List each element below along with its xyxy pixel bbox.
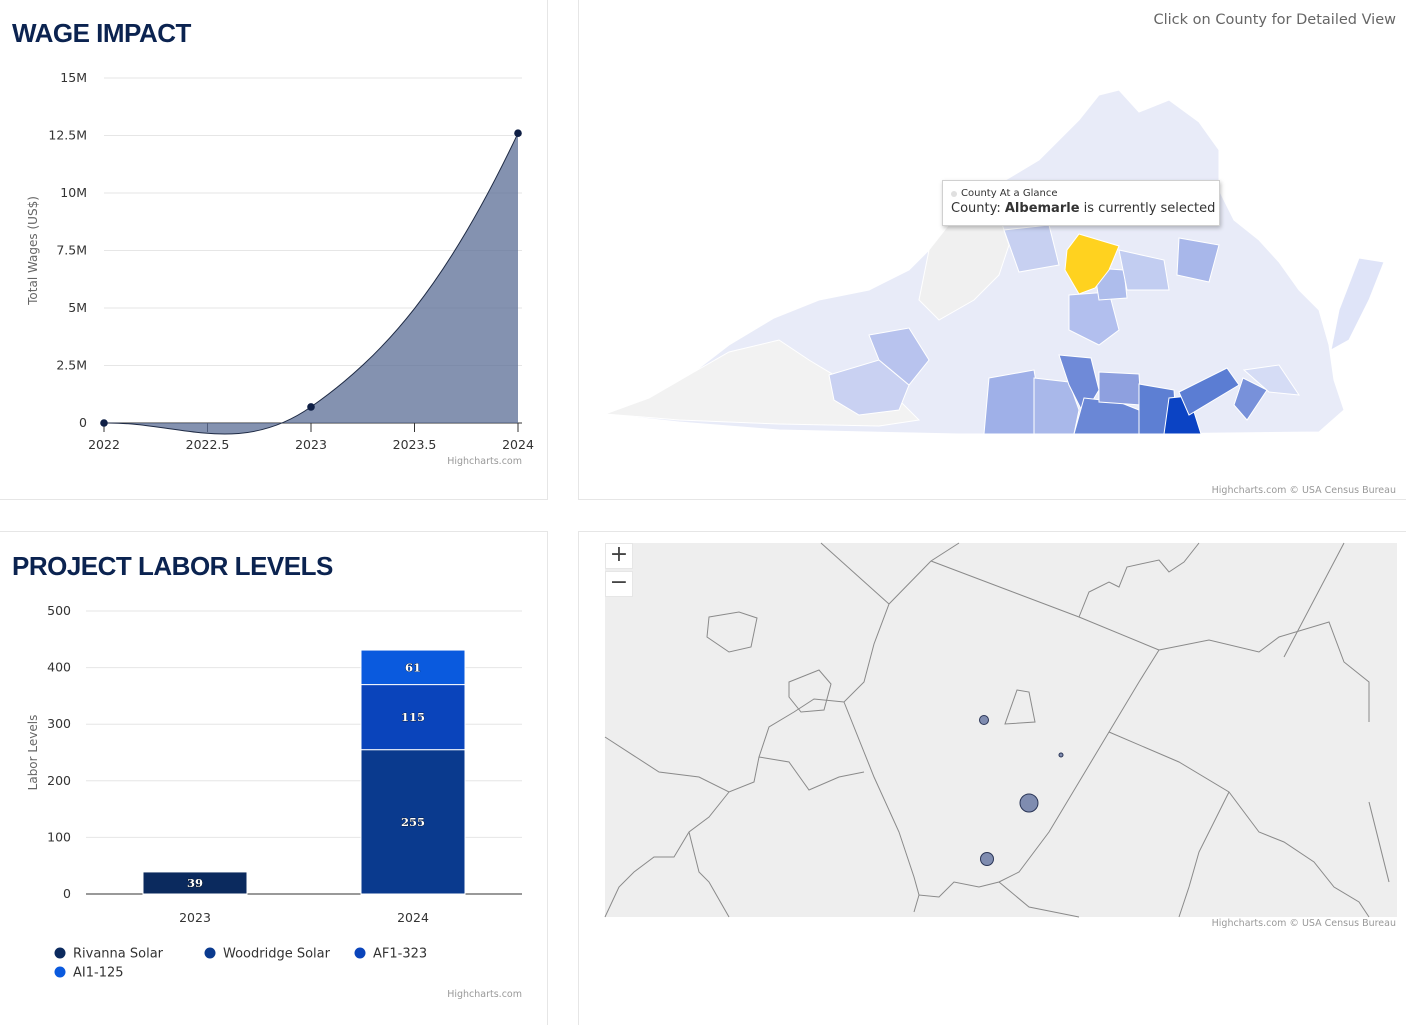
labor-y-tick-label: 100 xyxy=(47,829,71,844)
wage-x-tick-label: 2022.5 xyxy=(186,437,230,452)
tooltip-header: County At a Glance xyxy=(961,188,1058,199)
wage-point-2024[interactable] xyxy=(514,129,522,137)
labor-bar-2024-3[interactable] xyxy=(360,649,466,686)
county-albemarle-selected[interactable] xyxy=(1064,233,1120,295)
project-point-3[interactable] xyxy=(1019,793,1039,813)
county-detail-map-panel: + − Highcharts.com © USA Census Bureau xyxy=(578,531,1406,1025)
wage-y-tick-label: 15M xyxy=(60,70,87,85)
map-hint-text: Click on County for Detailed View xyxy=(1153,12,1397,28)
labor-bar-data-label: 115 xyxy=(401,710,425,724)
labor-legend[interactable]: Rivanna Solar Woodridge Solar AF1-323 AI1-1… xyxy=(54,947,428,981)
county-region-mid-14[interactable] xyxy=(1176,237,1220,283)
labor-x-tick-label: 2024 xyxy=(397,910,429,925)
wage-line-series xyxy=(103,132,519,435)
legend-marker xyxy=(54,966,66,978)
zoom-out-button[interactable]: − xyxy=(605,571,633,597)
labor-bar-2024-1[interactable] xyxy=(360,749,466,895)
county-tooltip: County At a Glance County: Albemarle is … xyxy=(942,180,1220,226)
tooltip-body: County: Albemarle is currently selected xyxy=(951,201,1216,216)
legend-label: AF1-323 xyxy=(373,947,427,962)
county-region-mid-10[interactable] xyxy=(1233,377,1268,421)
wage-data-points[interactable] xyxy=(100,129,522,427)
wage-y-tick-label: 0 xyxy=(79,415,87,430)
labor-levels-title: PROJECT LABOR LEVELS xyxy=(12,551,333,581)
wage-x-tick-label: 2024 xyxy=(502,437,534,452)
county-region-mid-2[interactable] xyxy=(868,327,930,386)
legend-label: Woodridge Solar xyxy=(223,947,331,962)
wage-area-series[interactable] xyxy=(104,133,518,435)
labor-y-axis-title: Labor Levels xyxy=(26,715,40,791)
wage-x-tick-label: 2023 xyxy=(295,437,327,452)
wage-x-tick-label: 2022 xyxy=(88,437,120,452)
wage-impact-panel: WAGE IMPACT 0 2.5M 5M 7.5M 10M 12.5M 15M 2022 2… xyxy=(0,0,548,500)
labor-bar-data-label: 61 xyxy=(405,660,421,674)
legend-marker xyxy=(54,947,66,959)
wage-y-tick-label: 2.5M xyxy=(56,358,87,373)
county-region-mid-4[interactable] xyxy=(1033,377,1080,435)
labor-y-tick-label: 200 xyxy=(47,773,71,788)
wage-point-2022[interactable] xyxy=(100,419,108,427)
county-detail-map[interactable] xyxy=(579,532,1406,1026)
legend-item-3[interactable]: AI1-125 xyxy=(54,966,124,981)
labor-y-tick-label: 400 xyxy=(47,660,71,675)
wage-x-axis: 2022 2022.5 2023 2023.5 2024 xyxy=(88,423,534,452)
county-boundaries xyxy=(604,542,1390,918)
legend-marker xyxy=(354,947,366,959)
tooltip-county-name: Albemarle xyxy=(1004,201,1080,216)
labor-bar-series[interactable]: 39 255 115 61 xyxy=(142,649,466,895)
wage-y-tick-label: 5M xyxy=(68,300,87,315)
legend-label: Rivanna Solar xyxy=(73,947,164,962)
state-map-panel: Click on County for Detailed View County… xyxy=(578,0,1406,500)
labor-y-tick-label: 300 xyxy=(47,716,71,731)
wage-y-axis-title: Total Wages (US$) xyxy=(26,196,40,306)
map-credit[interactable]: Highcharts.com © USA Census Bureau xyxy=(1211,485,1396,496)
project-point-2[interactable] xyxy=(1058,752,1064,758)
labor-bar-data-label: 39 xyxy=(187,876,203,890)
wage-y-tick-label: 7.5M xyxy=(56,243,87,258)
labor-levels-chart[interactable]: 0 100 200 300 400 500 2023 2024 39 255 115 61 Riv… xyxy=(0,532,548,1026)
county-boundary-small-1 xyxy=(706,611,758,653)
labor-y-tick-label: 0 xyxy=(63,886,71,901)
wage-y-axis: 0 2.5M 5M 7.5M 10M 12.5M 15M xyxy=(48,70,87,430)
wage-point-2023[interactable] xyxy=(307,403,315,411)
detail-map-background xyxy=(605,543,1397,917)
county-region-mid-13[interactable] xyxy=(1118,249,1170,291)
county-boundary-small-3 xyxy=(1004,689,1036,725)
labor-y-tick-label: 500 xyxy=(47,603,71,618)
eastern-shore[interactable] xyxy=(1330,257,1385,351)
wage-x-tick-label: 2023.5 xyxy=(393,437,437,452)
legend-marker xyxy=(204,947,216,959)
project-point-4[interactable] xyxy=(980,852,994,866)
county-region-mid-16[interactable] xyxy=(1242,364,1301,396)
county-region-mid-7[interactable] xyxy=(1098,371,1142,406)
county-boundary-small-2 xyxy=(788,669,832,713)
labor-bar-2024-2[interactable] xyxy=(360,684,466,751)
labor-bar-2023-0[interactable] xyxy=(142,871,248,895)
wage-credit[interactable]: Highcharts.com xyxy=(447,456,522,467)
wage-y-tick-label: 10M xyxy=(60,185,87,200)
labor-bar-data-label: 255 xyxy=(401,815,425,829)
state-choropleth-map[interactable] xyxy=(579,0,1406,500)
legend-item-2[interactable]: AF1-323 xyxy=(354,947,428,962)
labor-y-axis: 0 100 200 300 400 500 xyxy=(47,603,71,901)
zoom-in-button[interactable]: + xyxy=(605,543,633,569)
detail-map-credit[interactable]: Highcharts.com © USA Census Bureau xyxy=(1211,918,1396,929)
legend-item-0[interactable]: Rivanna Solar xyxy=(54,947,164,962)
wage-y-tick-label: 12.5M xyxy=(48,128,87,143)
labor-credit[interactable]: Highcharts.com xyxy=(447,989,522,1000)
labor-levels-panel: PROJECT LABOR LEVELS 0 100 200 300 400 500 20… xyxy=(0,531,548,1025)
county-region-mid-9[interactable] xyxy=(1178,367,1240,416)
legend-label: AI1-125 xyxy=(73,966,124,981)
tooltip-marker xyxy=(951,190,957,197)
project-point-1[interactable] xyxy=(979,715,989,725)
wage-impact-title: WAGE IMPACT xyxy=(12,18,191,48)
labor-x-axis: 2023 2024 xyxy=(179,910,429,925)
county-region-mid-3[interactable] xyxy=(983,369,1040,435)
county-region-mid-15[interactable] xyxy=(1003,224,1060,273)
legend-item-1[interactable]: Woodridge Solar xyxy=(204,947,331,962)
labor-x-tick-label: 2023 xyxy=(179,910,211,925)
